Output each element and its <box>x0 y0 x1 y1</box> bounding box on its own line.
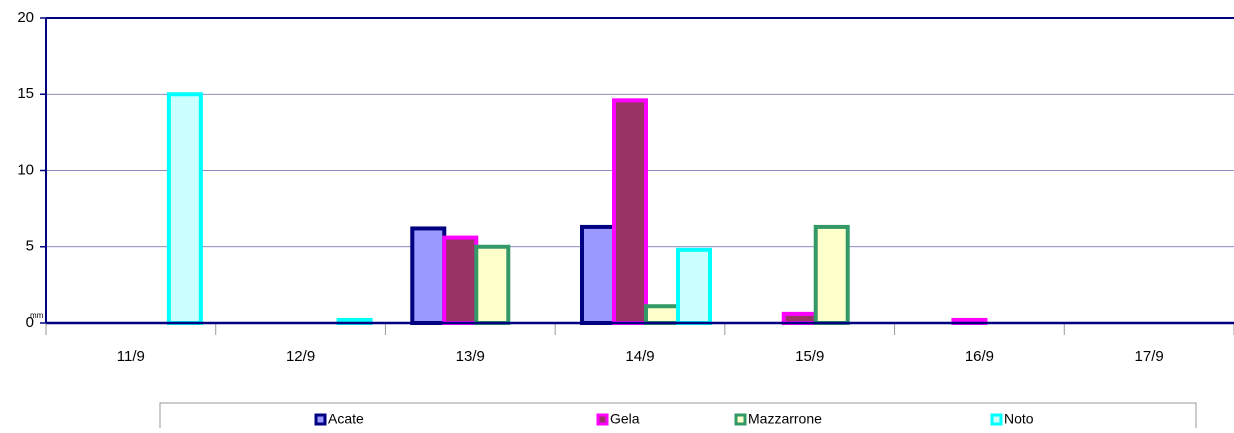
legend-label: Acate <box>328 411 364 427</box>
legend-marker <box>990 413 1003 426</box>
y-tick-label: 5 <box>26 238 34 255</box>
y-tick-label: 10 <box>17 161 34 178</box>
x-tick-label: 17/9 <box>1135 348 1164 365</box>
x-tick-label: 14/9 <box>625 348 654 365</box>
y-tick-label: 0 <box>26 314 34 331</box>
bar <box>442 235 479 326</box>
x-tick-label: 13/9 <box>456 348 485 365</box>
bar <box>580 224 616 325</box>
bar <box>410 226 447 325</box>
legend-marker <box>734 413 747 426</box>
bar <box>612 98 648 325</box>
legend-label: Mazzarrone <box>748 411 822 427</box>
y-axis-label: mm <box>30 311 44 320</box>
bar <box>781 311 818 326</box>
y-tick-label: 20 <box>17 9 34 26</box>
bar <box>676 247 712 325</box>
x-tick-label: 15/9 <box>795 348 824 365</box>
legend-label: Noto <box>1004 411 1034 427</box>
x-tick-label: 16/9 <box>965 348 994 365</box>
bar <box>474 244 511 325</box>
legend-label: Gela <box>610 411 640 427</box>
bar <box>813 224 850 325</box>
legend-marker <box>314 413 327 426</box>
bar <box>166 92 203 325</box>
bar <box>644 304 680 326</box>
x-tick-label: 11/9 <box>117 348 145 365</box>
x-tick-label: 12/9 <box>286 348 315 365</box>
y-tick-label: 15 <box>17 85 34 102</box>
legend-marker <box>596 413 609 426</box>
